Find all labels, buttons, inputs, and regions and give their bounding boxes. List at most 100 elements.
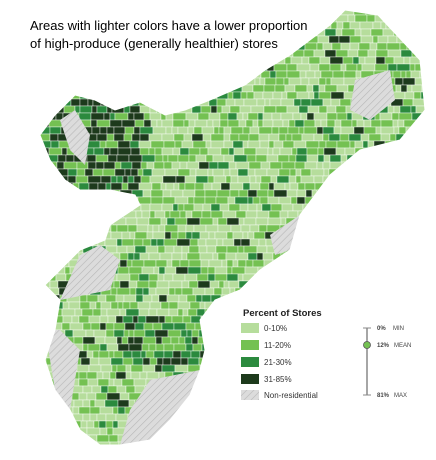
tract xyxy=(180,350,192,359)
tract xyxy=(102,70,111,79)
tract xyxy=(109,10,122,16)
tract xyxy=(78,406,91,415)
tract xyxy=(268,182,275,191)
tract xyxy=(74,308,83,317)
tract xyxy=(117,84,131,93)
tract xyxy=(95,154,109,163)
tract xyxy=(318,140,327,149)
tract xyxy=(270,413,285,422)
tract xyxy=(76,168,86,177)
tract xyxy=(210,210,224,219)
tract xyxy=(393,238,401,247)
tract xyxy=(260,287,274,296)
tract xyxy=(405,189,420,198)
tract xyxy=(76,449,89,456)
tract xyxy=(52,245,62,254)
tract xyxy=(175,266,189,275)
tract xyxy=(313,133,324,142)
tract xyxy=(157,49,170,58)
tract xyxy=(238,217,245,226)
tract xyxy=(213,175,227,184)
tract xyxy=(361,63,376,72)
tract xyxy=(141,56,151,65)
tract xyxy=(268,140,275,149)
tract xyxy=(94,70,104,79)
tract xyxy=(205,154,214,163)
tract xyxy=(49,133,59,142)
tract xyxy=(145,350,155,359)
tract xyxy=(397,140,405,149)
tract xyxy=(223,371,232,380)
tract xyxy=(293,252,301,261)
tract xyxy=(207,266,216,275)
tract xyxy=(152,231,166,240)
tract xyxy=(388,217,403,226)
tract xyxy=(195,168,209,177)
tract xyxy=(44,168,59,177)
tract xyxy=(165,126,173,135)
tract xyxy=(295,154,308,163)
tract xyxy=(220,441,231,445)
tract xyxy=(162,84,170,93)
tract xyxy=(170,434,184,443)
tract xyxy=(300,77,310,86)
tract xyxy=(402,266,414,275)
tract xyxy=(161,336,172,345)
tract xyxy=(122,175,129,184)
tract xyxy=(234,49,247,58)
tract xyxy=(142,357,151,366)
tract xyxy=(59,175,69,184)
tract xyxy=(339,168,351,177)
tract xyxy=(57,49,67,58)
tract xyxy=(291,147,298,156)
tract xyxy=(154,364,163,373)
tract xyxy=(307,210,319,219)
tract xyxy=(323,413,338,422)
tract xyxy=(399,210,413,219)
tract xyxy=(239,105,252,114)
tract xyxy=(403,119,418,128)
tract xyxy=(427,155,436,162)
tract xyxy=(43,210,50,219)
tract xyxy=(320,119,328,128)
tract xyxy=(203,182,213,191)
tract xyxy=(119,49,129,58)
tract xyxy=(323,245,335,254)
tract xyxy=(127,112,135,121)
tract xyxy=(130,77,137,86)
tract xyxy=(207,413,218,422)
tract xyxy=(72,406,80,415)
tract xyxy=(220,147,230,156)
tract xyxy=(411,112,425,121)
tract xyxy=(100,449,110,456)
tract xyxy=(246,406,257,415)
tract xyxy=(40,427,49,436)
tract xyxy=(386,182,393,191)
tract xyxy=(154,147,163,156)
tract xyxy=(161,441,175,445)
tract xyxy=(90,189,99,198)
tract xyxy=(386,154,401,163)
tract xyxy=(109,203,120,212)
tract xyxy=(387,49,402,58)
tract xyxy=(61,308,76,317)
tract xyxy=(284,42,296,51)
tract xyxy=(255,413,263,422)
tract xyxy=(129,301,139,310)
tract xyxy=(310,273,317,282)
tract xyxy=(278,168,291,177)
tract xyxy=(307,413,317,422)
tract xyxy=(45,70,55,79)
tract xyxy=(242,140,249,149)
legend-swatch xyxy=(241,340,259,350)
tract xyxy=(204,301,216,310)
tract xyxy=(304,294,318,303)
tract xyxy=(172,350,182,359)
tract xyxy=(209,364,219,373)
tract xyxy=(201,441,210,445)
tract xyxy=(305,420,316,429)
tract xyxy=(370,28,384,37)
tract xyxy=(292,427,302,436)
tract xyxy=(281,266,296,275)
tract xyxy=(349,224,358,233)
